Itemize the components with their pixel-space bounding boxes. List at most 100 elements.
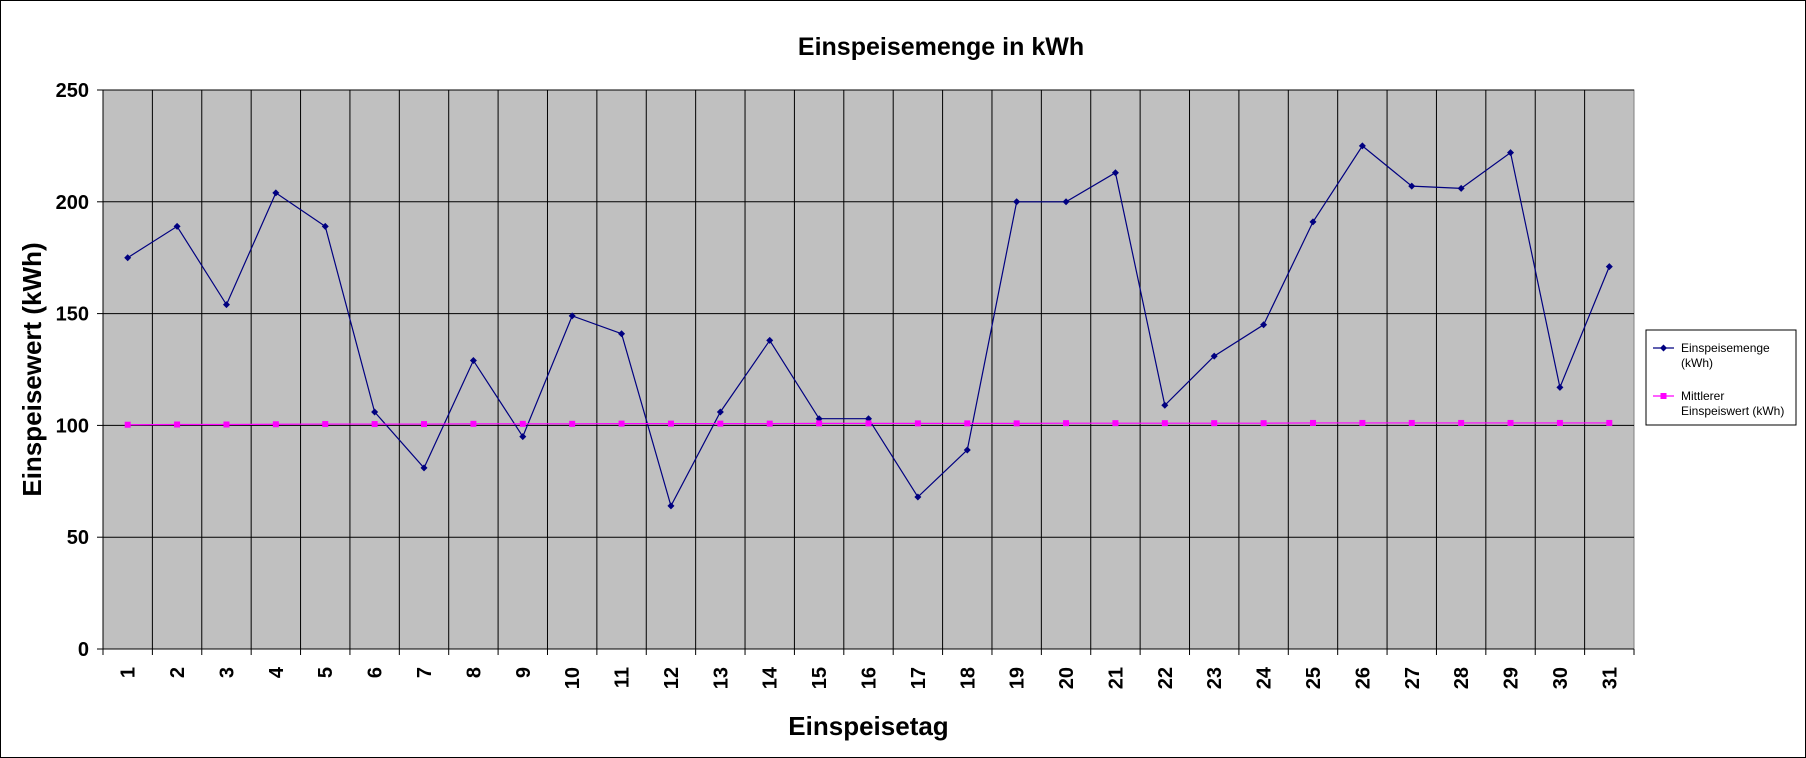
x-tick-label: 22 (1155, 667, 1177, 689)
data-point-diamond (519, 433, 527, 441)
data-point-square (1260, 420, 1267, 427)
x-tick-label: 25 (1303, 667, 1325, 689)
data-point-diamond (1358, 142, 1366, 150)
data-point-square (717, 420, 724, 427)
y-tick-label: 200 (56, 192, 89, 214)
data-point-square (766, 420, 773, 427)
data-point-diamond (1260, 321, 1268, 329)
data-point-square (124, 421, 131, 428)
x-tick-label: 26 (1352, 667, 1374, 689)
data-point-square (667, 420, 674, 427)
data-point-square (421, 421, 428, 428)
data-point-diamond (222, 301, 230, 309)
y-tick-label: 0 (78, 639, 89, 661)
data-point-diamond (1457, 184, 1465, 192)
x-tick-label: 1 (118, 667, 140, 678)
legend-marker-diamond (1660, 344, 1667, 352)
data-point-square (964, 420, 971, 427)
data-point-diamond (1507, 149, 1515, 157)
data-point-square (519, 420, 526, 427)
data-point-square (272, 421, 279, 428)
data-point-diamond (618, 330, 626, 338)
data-point-diamond (469, 357, 477, 365)
data-point-diamond (716, 408, 724, 416)
data-point-diamond (914, 493, 922, 501)
plot-area (102, 89, 1635, 650)
x-tick-label: 30 (1550, 667, 1572, 689)
data-point-square (569, 420, 576, 427)
data-point-square (1161, 420, 1168, 427)
x-axis-title: Einspeisetag (788, 711, 948, 741)
x-tick-label: 11 (612, 667, 634, 688)
x-tick-label: 4 (266, 666, 288, 678)
y-axis-title: Einspeisewert (kWh) (17, 242, 47, 496)
data-point-square (1556, 419, 1563, 426)
x-tick-label: 5 (315, 667, 337, 678)
data-point-diamond (371, 408, 379, 416)
x-tick-label: 20 (1056, 667, 1078, 689)
x-tick-label: 27 (1402, 667, 1424, 689)
data-point-square (371, 421, 378, 428)
data-point-square (1606, 419, 1613, 426)
data-point-square (618, 420, 625, 427)
y-tick-label: 250 (56, 80, 89, 102)
x-tick-label: 6 (365, 667, 387, 678)
x-tick-label: 23 (1204, 667, 1226, 689)
x-tick-label: 10 (562, 667, 584, 689)
data-point-square (1211, 420, 1218, 427)
x-tick-label: 13 (710, 667, 732, 689)
x-tick-label: 21 (1105, 667, 1127, 689)
x-tick-label: 7 (414, 667, 436, 678)
data-point-square (1112, 420, 1119, 427)
x-tick-label: 29 (1501, 667, 1523, 689)
legend-box (1645, 329, 1797, 426)
x-tick-label: 17 (908, 667, 930, 689)
data-point-square (914, 420, 921, 427)
x-tick-label: 18 (957, 667, 979, 689)
data-point-diamond (1309, 218, 1317, 226)
data-point-square (816, 420, 823, 427)
x-tick-label: 2 (167, 667, 189, 678)
legend-label: Einspeisemenge (1681, 341, 1770, 355)
data-point-square (1013, 420, 1020, 427)
y-tick-label: 150 (56, 304, 89, 326)
x-tick-label: 14 (760, 666, 782, 689)
x-tick-label: 31 (1599, 667, 1621, 689)
data-point-square (322, 421, 329, 428)
y-tick-label: 100 (56, 415, 89, 437)
y-tick-label: 50 (67, 527, 89, 549)
data-point-diamond (1013, 198, 1021, 206)
data-point-square (223, 421, 230, 428)
data-point-diamond (124, 254, 132, 262)
data-point-diamond (963, 446, 971, 454)
legend-marker-square (1660, 393, 1667, 399)
data-point-diamond (1605, 263, 1613, 271)
data-point-diamond (766, 336, 774, 344)
data-point-diamond (173, 222, 181, 230)
data-point-diamond (1111, 169, 1119, 177)
data-point-square (1309, 419, 1316, 426)
data-point-square (1507, 419, 1514, 426)
data-point-diamond (321, 222, 329, 230)
legend-label: (kWh) (1681, 356, 1713, 370)
data-point-square (174, 421, 181, 428)
data-point-square (470, 420, 477, 427)
data-point-square (1408, 419, 1415, 426)
x-tick-label: 16 (859, 667, 881, 689)
x-tick-label: 8 (463, 667, 485, 678)
data-point-diamond (420, 464, 428, 472)
data-point-diamond (1408, 182, 1416, 190)
x-tick-label: 28 (1451, 667, 1473, 689)
x-tick-label: 9 (513, 667, 535, 678)
x-tick-label: 3 (216, 667, 238, 678)
data-point-diamond (1062, 198, 1070, 206)
data-point-diamond (1210, 352, 1218, 360)
x-tick-label: 15 (809, 667, 831, 689)
legend-label: Mittlerer (1681, 389, 1724, 403)
x-tick-label: 19 (1007, 667, 1029, 689)
data-point-diamond (667, 502, 675, 510)
data-point-diamond (568, 312, 576, 320)
chart-title: Einspeisemenge in kWh (798, 33, 1084, 61)
